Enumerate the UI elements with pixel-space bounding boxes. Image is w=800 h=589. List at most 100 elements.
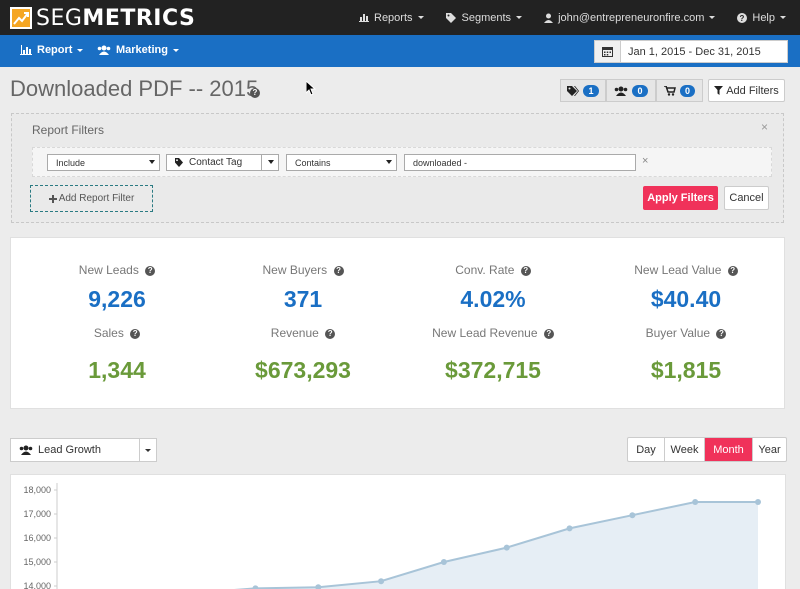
logo-text: SEGMETRICS bbox=[36, 5, 196, 31]
include-select-value: Include bbox=[56, 157, 86, 168]
y-tick-label: 14,000 bbox=[23, 581, 51, 589]
metric-value: $372,715 bbox=[445, 357, 541, 383]
top-navbar: SEGMETRICS Reports Segments john@entrepr… bbox=[0, 0, 800, 35]
data-point[interactable] bbox=[503, 544, 510, 551]
remove-filter-icon[interactable]: × bbox=[642, 155, 649, 167]
users-icon bbox=[19, 445, 33, 455]
help-menu-label: Help bbox=[752, 11, 775, 24]
help-icon[interactable]: ? bbox=[145, 265, 156, 276]
user-menu[interactable]: john@entrepreneuronfire.com bbox=[544, 12, 716, 24]
filter-icon bbox=[714, 86, 724, 95]
report-filters-panel: Report Filters × Include Contact Tag Con… bbox=[11, 113, 784, 223]
filter-row: Include Contact Tag Contains downloaded … bbox=[32, 147, 772, 177]
data-point[interactable] bbox=[378, 578, 385, 585]
add-filters-button[interactable]: Add Filters bbox=[708, 79, 785, 102]
users-icon bbox=[615, 86, 628, 96]
period-toggle: Day Week Month Year bbox=[627, 437, 787, 462]
chart-type-value: Lead Growth bbox=[38, 444, 101, 456]
date-range-value: Jan 1, 2015 - Dec 31, 2015 bbox=[628, 45, 761, 58]
tags-icon bbox=[567, 85, 580, 96]
help-icon[interactable]: ? bbox=[543, 328, 554, 339]
metric-value: 4.02% bbox=[460, 286, 526, 312]
help-icon[interactable]: ? bbox=[325, 328, 336, 339]
tag-count-badge: 1 bbox=[583, 84, 599, 97]
period-day-button[interactable]: Day bbox=[628, 438, 665, 461]
data-point[interactable] bbox=[755, 499, 761, 505]
period-year-button[interactable]: Year bbox=[758, 443, 781, 456]
chevron-down-icon[interactable] bbox=[139, 439, 156, 461]
data-point[interactable] bbox=[692, 499, 699, 505]
help-menu[interactable]: ? Help bbox=[737, 12, 786, 24]
close-icon[interactable]: × bbox=[760, 120, 768, 134]
plus-icon bbox=[48, 194, 57, 203]
chart-type-select[interactable]: Lead Growth bbox=[10, 438, 157, 462]
report-filters-title: Report Filters bbox=[32, 123, 105, 137]
metric-value: 9,226 bbox=[88, 286, 146, 312]
series-line bbox=[234, 501, 758, 589]
y-tick-label: 18,000 bbox=[23, 485, 51, 495]
lead-growth-chart: 18,000 17,000 16,000 15,000 14,000 bbox=[10, 474, 786, 589]
contact-filter-button[interactable]: 0 bbox=[606, 79, 656, 102]
metric-label: Revenue bbox=[270, 326, 319, 340]
cart-filter-button[interactable]: 0 bbox=[656, 79, 703, 102]
calendar-icon[interactable] bbox=[595, 41, 621, 62]
report-menu[interactable]: Report bbox=[20, 44, 84, 56]
reports-menu-label: Reports bbox=[374, 11, 413, 24]
include-select[interactable]: Include bbox=[47, 154, 160, 171]
help-icon[interactable]: ? bbox=[130, 328, 141, 339]
help-icon[interactable]: ? bbox=[333, 265, 344, 276]
tags-icon bbox=[175, 158, 183, 167]
add-filters-label: Add Filters bbox=[726, 84, 779, 97]
metric-new-lead-revenue: New Lead Revenue ? $372,715 bbox=[403, 326, 583, 384]
help-icon[interactable]: ? bbox=[520, 265, 531, 276]
data-point[interactable] bbox=[315, 584, 322, 589]
filter-value-text: downloaded - bbox=[413, 157, 468, 168]
marketing-menu-label: Marketing bbox=[116, 44, 168, 56]
period-month-button[interactable]: Month bbox=[705, 438, 753, 461]
mouse-cursor-icon bbox=[306, 81, 316, 96]
metric-label: New Leads bbox=[78, 263, 139, 277]
report-menu-label: Report bbox=[37, 44, 73, 56]
title-help-icon[interactable]: ? bbox=[250, 88, 260, 98]
help-icon[interactable]: ? bbox=[727, 265, 738, 276]
marketing-menu[interactable]: Marketing bbox=[97, 44, 179, 56]
tag-filter-button[interactable]: 1 bbox=[560, 79, 606, 102]
help-icon[interactable]: ? bbox=[716, 328, 727, 339]
operator-select[interactable]: Contains bbox=[286, 154, 397, 171]
users-icon bbox=[97, 45, 111, 55]
logo[interactable]: SEGMETRICS bbox=[10, 5, 196, 31]
data-point[interactable] bbox=[440, 559, 447, 565]
tags-icon bbox=[445, 12, 456, 23]
add-report-filter-button[interactable]: Add Report Filter bbox=[30, 185, 153, 212]
period-week-button[interactable]: Week bbox=[665, 438, 705, 461]
metric-label: New Lead Revenue bbox=[432, 326, 538, 340]
metric-label: Sales bbox=[93, 326, 124, 340]
user-icon bbox=[544, 13, 554, 23]
bar-chart-icon bbox=[359, 14, 369, 22]
svg-text:?: ? bbox=[740, 14, 745, 23]
cancel-button[interactable]: Cancel bbox=[724, 186, 769, 210]
metrics-panel: New Leads ? 9,226 New Buyers ? 371 Conv.… bbox=[10, 237, 785, 409]
segments-menu[interactable]: Segments bbox=[445, 12, 523, 24]
filter-button-group: 1 0 0 bbox=[560, 79, 703, 102]
contact-count-badge: 0 bbox=[632, 84, 648, 97]
y-tick-label: 15,000 bbox=[23, 557, 51, 567]
field-select[interactable]: Contact Tag bbox=[166, 154, 279, 171]
operator-select-value: Contains bbox=[295, 157, 331, 168]
data-point[interactable] bbox=[566, 525, 573, 532]
metric-new-lead-value: New Lead Value ? $40.40 bbox=[596, 263, 776, 313]
metric-label: New Lead Value bbox=[634, 263, 722, 277]
metric-revenue: Revenue ? $673,293 bbox=[213, 326, 393, 384]
filter-value-input[interactable]: downloaded - bbox=[404, 154, 636, 171]
metric-value: $1,815 bbox=[650, 357, 722, 383]
data-point[interactable] bbox=[629, 512, 636, 519]
metric-label: New Buyers bbox=[262, 263, 328, 277]
reports-menu[interactable]: Reports bbox=[359, 12, 424, 24]
data-point[interactable] bbox=[252, 585, 259, 589]
help-circle-icon: ? bbox=[737, 12, 748, 23]
metric-conv-rate: Conv. Rate ? 4.02% bbox=[403, 263, 583, 313]
date-range-picker[interactable]: Jan 1, 2015 - Dec 31, 2015 bbox=[594, 40, 788, 63]
metric-label: Conv. Rate bbox=[455, 263, 515, 277]
metric-value: 371 bbox=[283, 286, 323, 312]
apply-filters-button[interactable]: Apply Filters bbox=[643, 186, 718, 210]
